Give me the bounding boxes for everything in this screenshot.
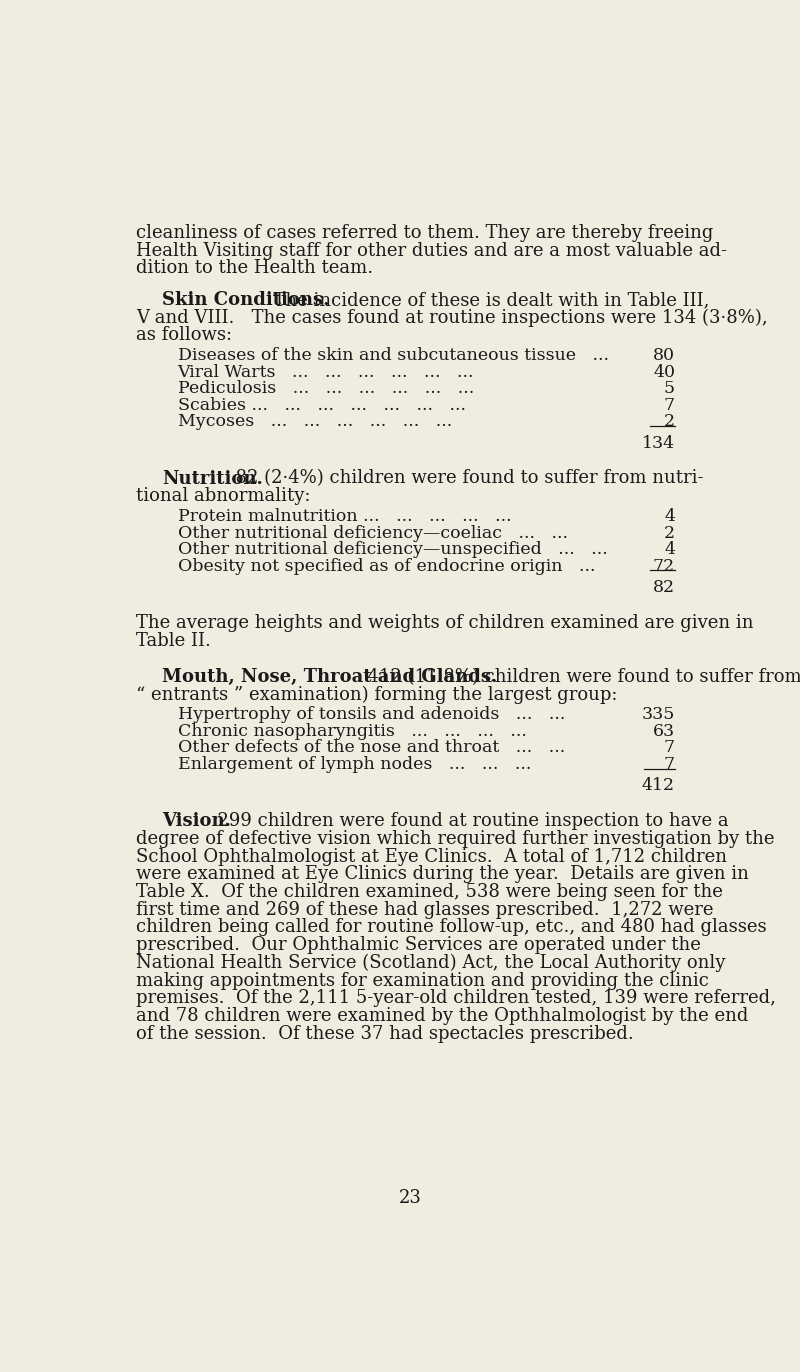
Text: “ entrants ” examination) forming the largest group:: “ entrants ” examination) forming the la… [137,686,618,704]
Text: Health Visiting staff for other duties and are a most valuable ad-: Health Visiting staff for other duties a… [137,241,727,259]
Text: 82 (2·4%) children were found to suffer from nutri-: 82 (2·4%) children were found to suffer … [225,469,704,487]
Text: Chronic nasopharyngitis   ...   ...   ...   ...: Chronic nasopharyngitis ... ... ... ... [178,723,526,740]
Text: 7: 7 [664,397,675,414]
Text: 40: 40 [653,364,675,380]
Text: 4: 4 [664,541,675,558]
Text: children being called for routine follow-up, etc., and 480 had glasses: children being called for routine follow… [137,918,767,937]
Text: The incidence of these is dealt with in Table III,: The incidence of these is dealt with in … [262,291,710,309]
Text: first time and 269 of these had glasses prescribed.  1,272 were: first time and 269 of these had glasses … [137,901,714,919]
Text: 7: 7 [664,756,675,772]
Text: 63: 63 [653,723,675,740]
Text: Enlargement of lymph nodes   ...   ...   ...: Enlargement of lymph nodes ... ... ... [178,756,531,772]
Text: prescribed.  Our Ophthalmic Services are operated under the: prescribed. Our Ophthalmic Services are … [137,936,702,954]
Text: Other nutritional deficiency—unspecified   ...   ...: Other nutritional deficiency—unspecified… [178,541,607,558]
Text: 5: 5 [664,380,675,398]
Text: making appointments for examination and providing the clinic: making appointments for examination and … [137,971,710,989]
Text: Mouth, Nose, Throat and Glands.: Mouth, Nose, Throat and Glands. [162,668,498,686]
Text: 72: 72 [653,558,675,575]
Text: tional abnormality:: tional abnormality: [137,487,311,505]
Text: Vision.: Vision. [162,812,231,830]
Text: Scabies ...   ...   ...   ...   ...   ...   ...: Scabies ... ... ... ... ... ... ... [178,397,466,414]
Text: 335: 335 [642,707,675,723]
Text: Pediculosis   ...   ...   ...   ...   ...   ...: Pediculosis ... ... ... ... ... ... [178,380,474,398]
Text: 299 children were found at routine inspection to have a: 299 children were found at routine inspe… [206,812,728,830]
Text: 2: 2 [664,413,675,431]
Text: Table X.  Of the children examined, 538 were being seen for the: Table X. Of the children examined, 538 w… [137,884,723,901]
Text: were examined at Eye Clinics during the year.  Details are given in: were examined at Eye Clinics during the … [137,866,750,884]
Text: Other defects of the nose and throat   ...   ...: Other defects of the nose and throat ...… [178,740,565,756]
Text: School Ophthalmologist at Eye Clinics.  A total of 1,712 children: School Ophthalmologist at Eye Clinics. A… [137,848,727,866]
Text: Mycoses   ...   ...   ...   ...   ...   ...: Mycoses ... ... ... ... ... ... [178,413,452,431]
Text: Nutrition.: Nutrition. [162,469,263,487]
Text: Other nutritional deficiency—coeliac   ...   ...: Other nutritional deficiency—coeliac ...… [178,524,567,542]
Text: V and VIII.   The cases found at routine inspections were 134 (3·8%),: V and VIII. The cases found at routine i… [137,309,768,327]
Text: 412: 412 [642,777,675,794]
Text: Table II.: Table II. [137,631,211,650]
Text: 412 (11·8%) children were found to suffer from these diseases, enlarged tonsils : 412 (11·8%) children were found to suffe… [356,668,800,686]
Text: 134: 134 [642,435,675,451]
Text: 4: 4 [664,508,675,525]
Text: The average heights and weights of children examined are given in: The average heights and weights of child… [137,613,754,632]
Text: as follows:: as follows: [137,327,233,344]
Text: 80: 80 [653,347,675,364]
Text: Hypertrophy of tonsils and adenoids   ...   ...: Hypertrophy of tonsils and adenoids ... … [178,707,565,723]
Text: of the session.  Of these 37 had spectacles prescribed.: of the session. Of these 37 had spectacl… [137,1025,634,1043]
Text: dition to the Health team.: dition to the Health team. [137,259,374,277]
Text: 7: 7 [664,740,675,756]
Text: 2: 2 [664,524,675,542]
Text: cleanliness of cases referred to them. They are thereby freeing: cleanliness of cases referred to them. T… [137,224,714,241]
Text: Viral Warts   ...   ...   ...   ...   ...   ...: Viral Warts ... ... ... ... ... ... [178,364,474,380]
Text: 23: 23 [398,1188,422,1207]
Text: Protein malnutrition ...   ...   ...   ...   ...: Protein malnutrition ... ... ... ... ... [178,508,511,525]
Text: degree of defective vision which required further investigation by the: degree of defective vision which require… [137,830,775,848]
Text: premises.  Of the 2,111 5-year-old children tested, 139 were referred,: premises. Of the 2,111 5-year-old childr… [137,989,776,1007]
Text: Obesity not specified as of endocrine origin   ...: Obesity not specified as of endocrine or… [178,558,595,575]
Text: National Health Service (Scotland) Act, the Local Authority only: National Health Service (Scotland) Act, … [137,954,726,973]
Text: 82: 82 [653,579,675,595]
Text: Diseases of the skin and subcutaneous tissue   ...: Diseases of the skin and subcutaneous ti… [178,347,609,364]
Text: and 78 children were examined by the Opthhalmologist by the end: and 78 children were examined by the Opt… [137,1007,749,1025]
Text: Skin Conditions.: Skin Conditions. [162,291,330,309]
